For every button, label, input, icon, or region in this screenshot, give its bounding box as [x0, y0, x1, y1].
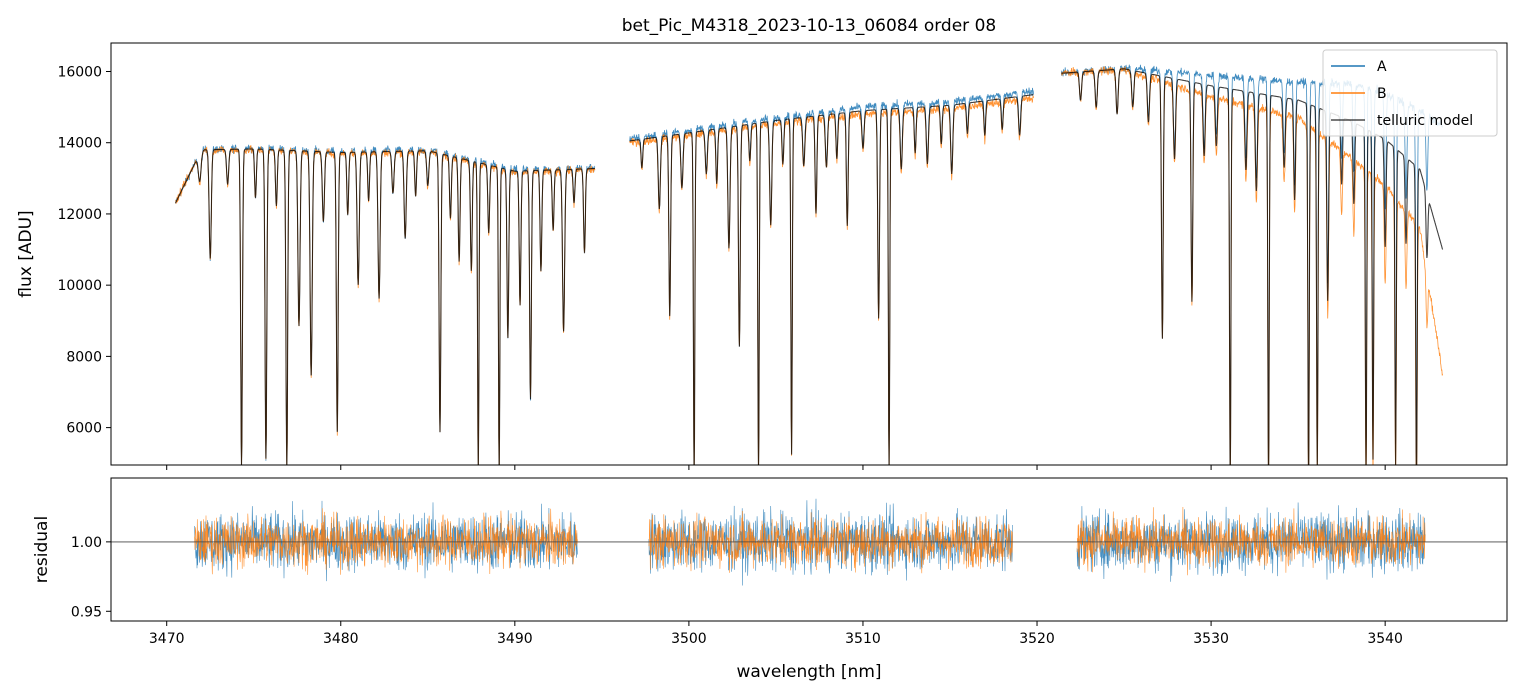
y-tick-label-6000: 6000	[66, 421, 102, 437]
series-telluric-model-segment-0	[174, 148, 595, 465]
y-tick-label-16000: 16000	[57, 64, 102, 80]
legend: A B telluric model	[1322, 49, 1498, 137]
y-tick-label-10000: 10000	[57, 278, 102, 294]
residual-panel: 0.95 1.00 3470 3480 3490 3500 3510 3520 3530 3540…	[32, 477, 1508, 682]
legend-label-b: B	[1377, 86, 1387, 102]
x-tick-label-3520: 3520	[1019, 631, 1055, 647]
x-tick-label-3470: 3470	[149, 631, 185, 647]
chart-title: bet_Pic_M4318_2023-10-13_06084 order 08	[622, 16, 996, 36]
residual-series-group	[111, 498, 1507, 586]
x-tick-label-3530: 3530	[1193, 631, 1229, 647]
series-b-segment-1	[629, 95, 1034, 465]
residual-series-b-segment-2	[1076, 506, 1426, 576]
spectrum-axes-frame	[110, 42, 1508, 466]
residual-axes-frame	[110, 477, 1508, 622]
x-axis-label: wavelength [nm]	[736, 662, 881, 682]
series-telluric-model-segment-1	[629, 94, 1034, 465]
spectrum-y-axis-label: flux [ADU]	[16, 210, 36, 297]
x-tick-label-3500: 3500	[671, 631, 707, 647]
y-tick-label-12000: 12000	[57, 207, 102, 223]
residual-series-b-segment-0	[194, 508, 578, 575]
series-a-segment-1	[629, 87, 1034, 465]
residual-ticks: 0.95 1.00 3470 3480 3490 3500 3510 3520 3530 3540	[71, 535, 1403, 647]
x-tick-label-3540: 3540	[1367, 631, 1403, 647]
spectrum-ticks: 6000 8000 10000 12000 14000 16000	[57, 64, 1386, 470]
residual-y-tick-label-0.95: 0.95	[71, 604, 102, 620]
residual-y-axis-label: residual	[32, 516, 52, 583]
series-b-segment-2	[1061, 66, 1443, 465]
series-b-segment-0	[175, 145, 596, 465]
x-tick-label-3510: 3510	[845, 631, 881, 647]
legend-label-telluric-model: telluric model	[1377, 113, 1473, 129]
residual-series-b-segment-1	[648, 510, 1013, 574]
x-tick-label-3490: 3490	[497, 631, 533, 647]
spectrum-panel: 6000 8000 10000 12000 14000 16000 bet_Pic_M43…	[16, 16, 1508, 470]
spectrum-series-group	[174, 64, 1444, 465]
legend-label-a: A	[1377, 59, 1387, 75]
y-tick-label-8000: 8000	[66, 349, 102, 365]
residual-y-tick-label-1: 1.00	[71, 535, 102, 551]
y-tick-label-14000: 14000	[57, 136, 102, 152]
legend-frame	[1322, 49, 1498, 137]
x-tick-label-3480: 3480	[323, 631, 359, 647]
